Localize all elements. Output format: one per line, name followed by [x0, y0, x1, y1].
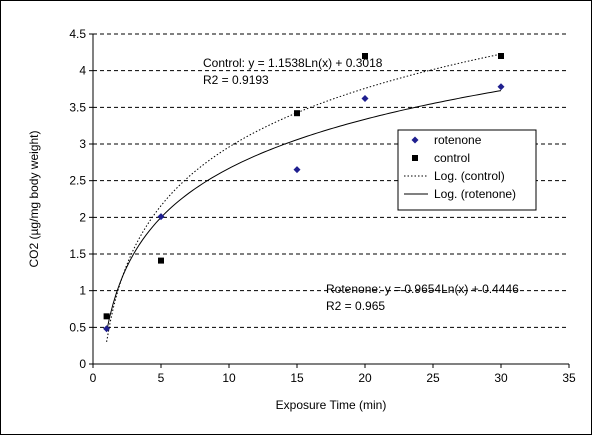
y-tick-label: 1	[79, 284, 86, 298]
x-tick-label: 5	[158, 371, 165, 385]
rotenone-r2: R2 = 0.965	[326, 299, 385, 313]
legend: rotenone control Log. (control) Log. (roten…	[397, 129, 537, 211]
rotenone-data-point	[293, 166, 301, 174]
x-tick-label: 25	[426, 371, 440, 385]
rotenone-data-point	[103, 325, 111, 333]
control-data-point	[498, 53, 504, 59]
legend-item: control	[412, 151, 470, 165]
y-tick-label: 0	[79, 357, 86, 371]
y-tick-label: 1.5	[69, 247, 86, 261]
x-tick-label: 30	[494, 371, 508, 385]
tick-labels: 0 0.5 1 1.5 2 2.5 3 3.5 4 4.5 0 5 10 15 20 25 30 35	[69, 27, 576, 385]
legend-rotenone-marker	[411, 136, 419, 144]
rotenone-data-point	[157, 213, 165, 221]
trendlines	[106, 53, 502, 342]
control-data-point	[294, 110, 300, 117]
legend-label: Log. (control)	[434, 169, 505, 183]
legend-label: rotenone	[434, 133, 482, 147]
y-tick-label: 4	[79, 64, 86, 78]
rotenone-data-point	[361, 95, 369, 103]
legend-label: Log. (rotenone)	[434, 187, 516, 201]
data-points	[103, 53, 505, 333]
legend-item: rotenone	[411, 133, 482, 147]
control-data-point	[362, 53, 368, 59]
control-data-point	[158, 257, 164, 264]
control-data-point	[103, 313, 110, 320]
legend-label: control	[434, 151, 470, 165]
x-tick-label: 0	[90, 371, 97, 385]
control-r2: R2 = 0.9193	[203, 73, 269, 87]
y-tick-label: 0.5	[69, 320, 86, 334]
rotenone-trendline	[106, 90, 502, 332]
x-tick-label: 35	[562, 371, 576, 385]
legend-item: Log. (control)	[404, 169, 505, 183]
x-tick-label: 10	[222, 371, 236, 385]
y-tick-label: 2.5	[69, 174, 86, 188]
axes	[89, 33, 570, 368]
y-tick-label: 4.5	[69, 27, 86, 41]
y-tick-label: 3	[79, 137, 86, 151]
y-axis-label: CO2 (µg/mg body weight)	[27, 131, 41, 268]
grid	[93, 33, 569, 328]
legend-control-marker	[412, 155, 418, 161]
rotenone-data-point	[497, 83, 505, 91]
control-equation-annotation: Control: y = 1.1538Ln(x) + 0.3018 R2 = 0…	[203, 56, 383, 87]
legend-box	[397, 129, 537, 211]
y-tick-label: 2	[79, 210, 86, 224]
x-tick-label: 20	[358, 371, 372, 385]
control-trendline	[106, 53, 502, 342]
control-equation: Control: y = 1.1538Ln(x) + 0.3018	[203, 56, 383, 70]
rotenone-equation: Rotenone: y = 0.9654Ln(x) + 0.4446	[326, 282, 519, 296]
x-axis-label: Exposure Time (min)	[276, 398, 387, 412]
legend-item: Log. (rotenone)	[404, 187, 516, 201]
x-tick-label: 15	[290, 371, 304, 385]
y-tick-label: 3.5	[69, 100, 86, 114]
rotenone-equation-annotation: Rotenone: y = 0.9654Ln(x) + 0.4446 R2 = …	[326, 282, 519, 313]
